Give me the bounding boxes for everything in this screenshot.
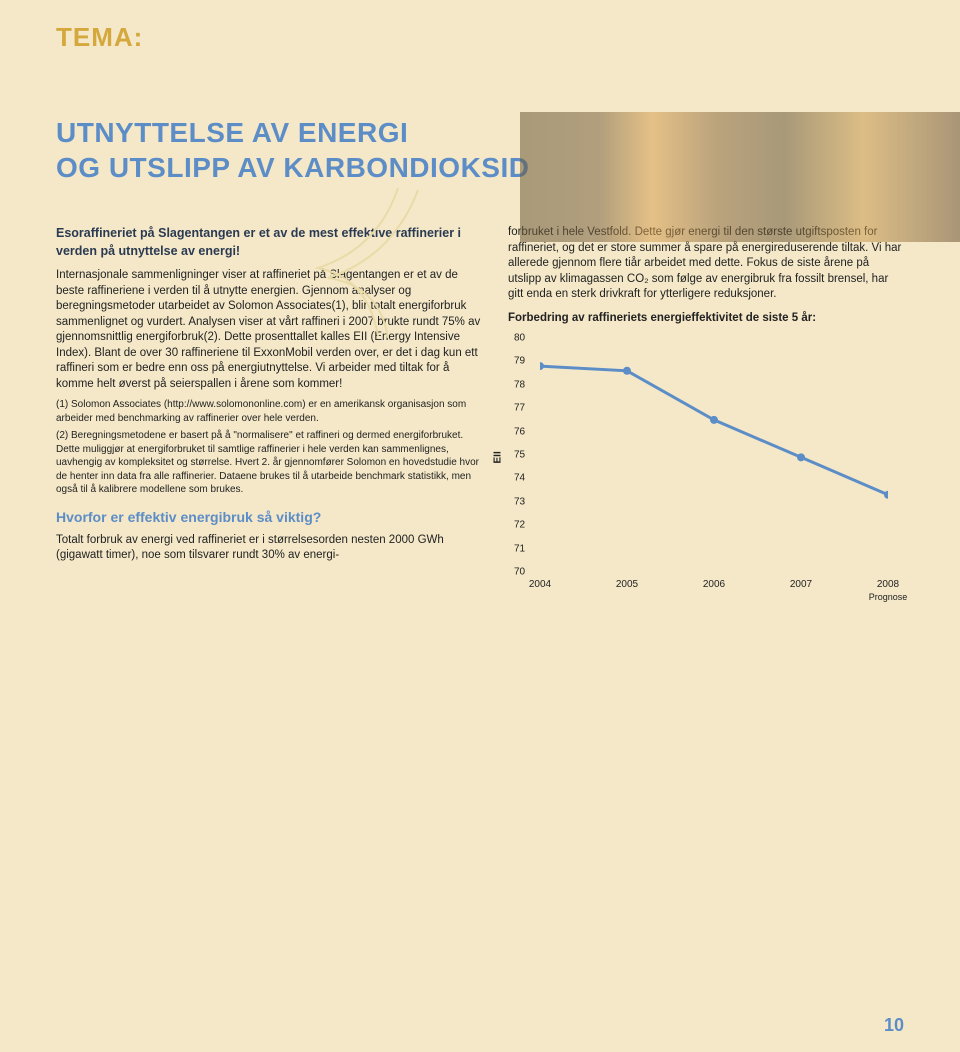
- chart-ytick: 78: [514, 379, 525, 390]
- chart-ytick: 80: [514, 333, 525, 344]
- subheading: Hvorfor er effektiv energibruk så viktig…: [56, 509, 486, 525]
- title-line-2: OG UTSLIPP AV KARBONDIOKSID: [56, 152, 529, 183]
- chart-xtick: 2005: [616, 579, 638, 590]
- chart-line: [540, 366, 888, 495]
- page-number: 10: [884, 1015, 904, 1036]
- chart-ytick: 71: [514, 543, 525, 554]
- body-paragraph-2: Totalt forbruk av energi ved raffineriet…: [56, 533, 486, 564]
- chart-ytick: 77: [514, 403, 525, 414]
- chart-marker: [540, 362, 544, 370]
- footnote-1: (1) Solomon Associates (http://www.solom…: [56, 398, 486, 425]
- eii-chart: EII 707172737475767778798020042005200620…: [508, 338, 888, 598]
- tema-label: TEMA:: [56, 22, 904, 53]
- chart-marker: [710, 416, 718, 424]
- chart-ytick: 72: [514, 520, 525, 531]
- chart-caption: Forbedring av raffineriets energieffekti…: [508, 311, 904, 327]
- chart-xtick: 2008: [877, 579, 899, 590]
- chart-xtick: 2006: [703, 579, 725, 590]
- intro-paragraph: Esoraffineriet på Slagentangen er et av …: [56, 225, 486, 260]
- chart-ytick: 75: [514, 450, 525, 461]
- chart-ytick: 74: [514, 473, 525, 484]
- chart-ytick: 73: [514, 496, 525, 507]
- chart-ytick: 70: [514, 567, 525, 578]
- chart-prognose-label: Prognose: [869, 592, 908, 602]
- chart-marker: [623, 367, 631, 375]
- chart-ytick: 76: [514, 426, 525, 437]
- header-photo: [520, 112, 960, 242]
- title-line-1: UTNYTTELSE AV ENERGI: [56, 117, 408, 148]
- chart-ylabel: EII: [493, 451, 504, 463]
- chart-xtick: 2007: [790, 579, 812, 590]
- body-paragraph-1: Internasjonale sammenligninger viser at …: [56, 268, 486, 392]
- chart-ytick: 79: [514, 356, 525, 367]
- chart-xtick: 2004: [529, 579, 551, 590]
- chart-marker: [797, 453, 805, 461]
- footnote-2: (2) Beregningsmetodene er basert på å "n…: [56, 429, 486, 497]
- right-column: forbruket i hele Vestfold. Dette gjør en…: [508, 225, 904, 598]
- left-column: Esoraffineriet på Slagentangen er et av …: [56, 225, 486, 598]
